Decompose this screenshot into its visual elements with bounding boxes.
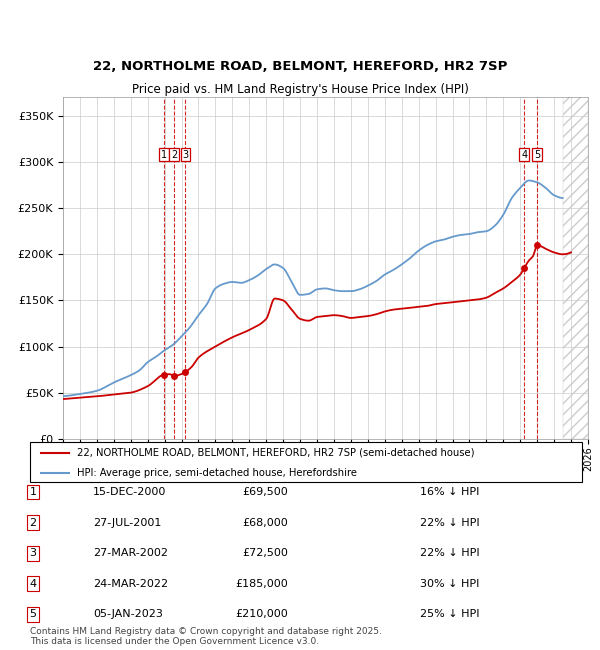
Text: Contains HM Land Registry data © Crown copyright and database right 2025.
This d: Contains HM Land Registry data © Crown c…	[30, 627, 382, 646]
Text: 30% ↓ HPI: 30% ↓ HPI	[420, 578, 479, 589]
Text: 2: 2	[171, 150, 178, 160]
Text: £68,000: £68,000	[242, 517, 288, 528]
Text: £72,500: £72,500	[242, 548, 288, 558]
Text: 1: 1	[161, 150, 167, 160]
Text: 1: 1	[29, 487, 37, 497]
Text: 22% ↓ HPI: 22% ↓ HPI	[420, 517, 479, 528]
Text: HPI: Average price, semi-detached house, Herefordshire: HPI: Average price, semi-detached house,…	[77, 467, 357, 478]
Text: 4: 4	[521, 150, 527, 160]
Text: 05-JAN-2023: 05-JAN-2023	[93, 609, 163, 619]
Text: 16% ↓ HPI: 16% ↓ HPI	[420, 487, 479, 497]
Text: £210,000: £210,000	[235, 609, 288, 619]
Text: 22, NORTHOLME ROAD, BELMONT, HEREFORD, HR2 7SP: 22, NORTHOLME ROAD, BELMONT, HEREFORD, H…	[93, 60, 507, 73]
Text: £69,500: £69,500	[242, 487, 288, 497]
Text: 27-MAR-2002: 27-MAR-2002	[93, 548, 168, 558]
Text: Price paid vs. HM Land Registry's House Price Index (HPI): Price paid vs. HM Land Registry's House …	[131, 83, 469, 96]
Text: 3: 3	[182, 150, 188, 160]
Text: £185,000: £185,000	[235, 578, 288, 589]
Text: 3: 3	[29, 548, 37, 558]
Text: 5: 5	[29, 609, 37, 619]
FancyBboxPatch shape	[30, 442, 582, 482]
Text: 24-MAR-2022: 24-MAR-2022	[93, 578, 168, 589]
Text: 22% ↓ HPI: 22% ↓ HPI	[420, 548, 479, 558]
Text: 27-JUL-2001: 27-JUL-2001	[93, 517, 161, 528]
Text: 25% ↓ HPI: 25% ↓ HPI	[420, 609, 479, 619]
Text: 4: 4	[29, 578, 37, 589]
Text: 5: 5	[534, 150, 541, 160]
Text: 22, NORTHOLME ROAD, BELMONT, HEREFORD, HR2 7SP (semi-detached house): 22, NORTHOLME ROAD, BELMONT, HEREFORD, H…	[77, 448, 475, 458]
Text: 2: 2	[29, 517, 37, 528]
Text: 15-DEC-2000: 15-DEC-2000	[93, 487, 166, 497]
